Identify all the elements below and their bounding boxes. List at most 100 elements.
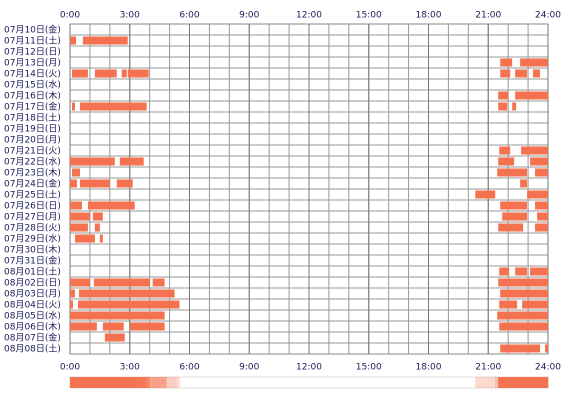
activity-segment xyxy=(533,69,541,78)
activity-segment xyxy=(497,311,548,320)
top-tick-label: 3:00 xyxy=(120,11,140,21)
summary-bin xyxy=(159,377,164,388)
activity-segment xyxy=(94,69,117,78)
activity-segment xyxy=(94,223,100,232)
activity-segment xyxy=(82,36,128,45)
top-tick-label: 24:00 xyxy=(535,11,561,21)
summary-bin xyxy=(156,377,160,388)
row-label: 07月28日(火) xyxy=(4,223,61,234)
top-tick-label: 18:00 xyxy=(416,11,442,21)
activity-segment xyxy=(70,223,88,232)
summary-bin xyxy=(123,377,127,388)
activity-segment xyxy=(502,212,528,221)
activity-segment xyxy=(71,69,88,78)
activity-segment xyxy=(77,300,180,309)
summary-bin xyxy=(96,377,101,388)
activity-segment xyxy=(127,69,149,78)
summary-bin xyxy=(176,377,180,388)
top-tick-label: 15:00 xyxy=(356,11,382,21)
activity-segment xyxy=(70,289,75,298)
summary-bin xyxy=(126,377,131,388)
summary-bin xyxy=(106,377,111,388)
row-label: 07月12日(日) xyxy=(4,47,61,58)
activity-segment xyxy=(500,344,541,353)
activity-segment xyxy=(500,289,548,298)
top-tick-label: 6:00 xyxy=(179,11,199,21)
activity-segment xyxy=(498,278,548,287)
bottom-tick-label: 21:00 xyxy=(475,363,501,373)
row-label: 07月22日(水) xyxy=(4,156,61,168)
summary-bin xyxy=(86,377,91,388)
activity-segment xyxy=(71,102,75,111)
activity-segment xyxy=(121,69,127,78)
activity-segment xyxy=(545,344,548,353)
summary-bin xyxy=(528,377,532,388)
summary-bin xyxy=(73,377,77,388)
activity-segment xyxy=(87,201,135,210)
activity-segment xyxy=(498,223,524,232)
activity-segment xyxy=(152,278,165,287)
row-label: 07月13日(月) xyxy=(4,58,61,69)
summary-bin xyxy=(89,377,94,388)
row-label: 07月26日(日) xyxy=(4,201,61,212)
summary-bin xyxy=(79,377,84,388)
summary-bin xyxy=(143,377,147,388)
row-label: 07月19日(日) xyxy=(4,124,61,135)
row-label: 08月01日(土) xyxy=(4,266,61,278)
activity-segment xyxy=(104,333,125,342)
row-label: 07月31日(金) xyxy=(4,255,61,267)
bottom-tick-label: 15:00 xyxy=(356,363,382,373)
summary-bin xyxy=(76,377,81,388)
activity-segment xyxy=(500,69,511,78)
summary-bin xyxy=(501,377,506,388)
activity-segment xyxy=(527,190,548,199)
activity-segment xyxy=(70,157,115,166)
activity-segment xyxy=(129,322,165,331)
bottom-tick-label: 9:00 xyxy=(239,363,259,373)
row-label: 07月10日(金) xyxy=(4,24,61,36)
activity-segment xyxy=(520,179,528,188)
activity-segment xyxy=(499,300,518,309)
summary-bin xyxy=(474,377,479,388)
activity-segment xyxy=(537,212,548,221)
summary-bin xyxy=(136,377,141,388)
activity-segment xyxy=(70,179,77,188)
summary-bin xyxy=(478,377,482,388)
activity-segment xyxy=(71,168,80,177)
activity-segment xyxy=(498,157,515,166)
activity-segment xyxy=(70,278,90,287)
bottom-tick-label: 24:00 xyxy=(535,363,561,373)
activity-segment xyxy=(499,146,511,155)
summary-bin xyxy=(491,377,496,388)
top-tick-label: 12:00 xyxy=(296,11,322,21)
activity-segment xyxy=(70,300,73,309)
summary-bin xyxy=(149,377,154,388)
summary-bin xyxy=(544,377,549,388)
activity-segment xyxy=(499,322,548,331)
summary-bin xyxy=(146,377,150,388)
activity-segment xyxy=(522,300,548,309)
summary-bin xyxy=(524,377,529,388)
summary-bin xyxy=(511,377,516,388)
row-label: 08月08日(土) xyxy=(4,343,61,355)
top-tick-label: 0:00 xyxy=(60,11,80,21)
summary-bin xyxy=(93,377,97,388)
summary-bin xyxy=(152,377,157,388)
activity-segment xyxy=(500,58,513,67)
summary-bin xyxy=(70,377,74,388)
activity-segment xyxy=(535,223,548,232)
activity-segment xyxy=(499,267,510,276)
activity-segment xyxy=(500,201,528,210)
activity-segment xyxy=(119,157,144,166)
row-label: 07月30日(木) xyxy=(4,244,61,256)
activity-segment xyxy=(92,212,103,221)
activity-segment xyxy=(74,234,95,243)
activity-segment xyxy=(512,102,517,111)
activity-segment xyxy=(530,267,548,276)
summary-bin xyxy=(514,377,519,388)
bottom-tick-label: 3:00 xyxy=(120,363,140,373)
activity-segment xyxy=(70,311,165,320)
summary-bin xyxy=(521,377,526,388)
summary-bin xyxy=(484,377,489,388)
